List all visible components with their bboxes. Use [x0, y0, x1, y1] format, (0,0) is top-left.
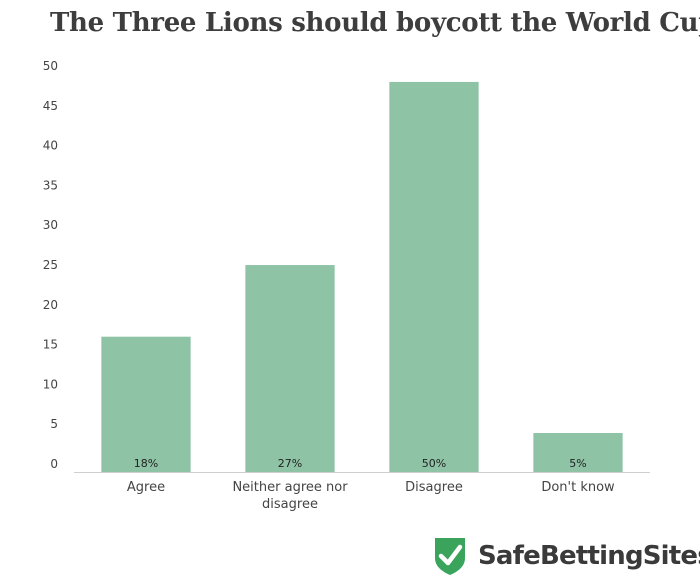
x-tick-label: disagree [262, 497, 318, 512]
data-label: 5% [569, 457, 586, 470]
chart-title: The Three Lions should boycott the World… [50, 8, 700, 38]
y-tick-label: 30 [43, 218, 58, 232]
y-tick-label: 0 [50, 457, 58, 471]
shield-check-icon [435, 538, 465, 575]
bar [245, 265, 335, 472]
bar [533, 432, 623, 472]
brand-logo: SafeBettingSites [432, 536, 700, 576]
y-tick-label: 35 [43, 178, 58, 192]
y-tick-label: 25 [43, 258, 58, 272]
brand-name: SafeBettingSites [478, 541, 700, 571]
x-tick-label: Neither agree nor [232, 480, 348, 495]
data-label: 27% [278, 457, 302, 470]
y-tick-label: 45 [43, 99, 58, 113]
x-tick-label: Agree [127, 480, 165, 495]
y-tick-label: 40 [43, 139, 58, 153]
y-tick-label: 5 [50, 417, 58, 431]
x-tick-label: Don't know [541, 480, 615, 495]
y-tick-label: 20 [43, 298, 58, 312]
data-label: 50% [422, 457, 446, 470]
y-tick-label: 15 [43, 338, 58, 352]
data-label: 18% [134, 457, 158, 470]
x-tick-label: Disagree [405, 480, 463, 495]
y-tick-label: 10 [43, 377, 58, 391]
y-tick-label: 50 [43, 59, 58, 73]
bar [389, 81, 479, 473]
bar-chart: 0 5 10 15 20 25 30 35 40 45 50 18% Agree 27% Neither a… [43, 59, 650, 512]
bar [101, 336, 191, 472]
